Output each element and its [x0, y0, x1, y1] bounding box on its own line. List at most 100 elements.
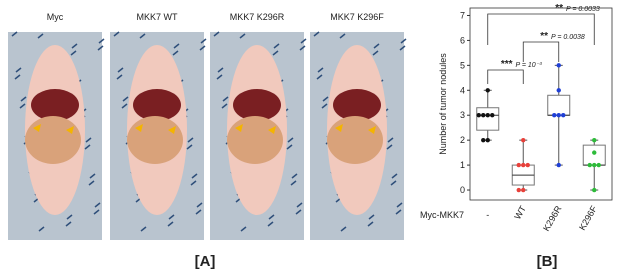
data-point [556, 63, 561, 68]
data-point [521, 162, 526, 168]
photo-pattern [290, 180, 297, 186]
y-tick-label: 5 [460, 60, 465, 70]
photo-pattern [222, 96, 229, 102]
y-tick-label: 7 [460, 10, 465, 20]
arrow [268, 126, 276, 134]
photo-pattern [113, 31, 120, 37]
photo-pattern [340, 226, 347, 232]
arrow [368, 126, 376, 134]
x-axis-label: Myc-MKK7 [420, 210, 464, 220]
x-tick-label: K296F [577, 204, 599, 232]
photo-pattern [395, 209, 402, 215]
photo-pattern [367, 221, 374, 227]
photo-pattern [196, 202, 203, 208]
data-point [521, 137, 526, 143]
photo-pattern [14, 74, 21, 80]
photo-pattern [38, 226, 45, 232]
panel-a-caption: [A] [195, 253, 216, 270]
photo-pattern [368, 214, 375, 220]
mouse-intestine [127, 116, 183, 164]
photo-pattern [89, 173, 96, 179]
photo-pattern [93, 209, 100, 215]
photo-pattern [339, 33, 346, 39]
photo-pattern [217, 67, 224, 73]
photo-pattern [140, 226, 147, 232]
photo-pattern [195, 209, 202, 215]
y-tick-label: 4 [460, 85, 465, 95]
photo-label: MKK7 K296F [330, 12, 384, 22]
data-point [485, 137, 490, 143]
photo-pattern [322, 96, 329, 102]
photo-pattern [94, 202, 101, 208]
photo-pattern [167, 221, 174, 227]
photo-pattern [19, 103, 26, 109]
photo-pattern [173, 43, 180, 49]
photo-pattern [239, 33, 246, 39]
photo-pattern [316, 74, 323, 80]
photo-pattern [121, 103, 128, 109]
photo-pattern [117, 67, 124, 73]
photo-pattern [313, 31, 320, 37]
arrow [33, 124, 41, 132]
photo-pattern [300, 38, 307, 44]
y-tick-label: 6 [460, 35, 465, 45]
data-point [481, 137, 486, 143]
data-point [525, 162, 530, 168]
p-value: P = 10⁻³ [516, 62, 543, 69]
photo-pattern [85, 137, 92, 143]
y-tick-label: 2 [460, 135, 465, 145]
photo-pattern [291, 173, 298, 179]
photo-pattern [272, 50, 279, 56]
data-point [481, 113, 486, 118]
photo-pattern [396, 202, 403, 208]
photo-pattern [65, 221, 72, 227]
photo-pattern [317, 67, 324, 73]
data-point [561, 113, 566, 118]
photo-pattern [37, 33, 44, 39]
photo-pattern [399, 45, 406, 51]
photo-pattern [15, 67, 22, 73]
photo-pattern [267, 221, 274, 227]
photo-pattern [186, 144, 193, 150]
photo-pattern [240, 226, 247, 232]
photo-pattern [273, 43, 280, 49]
mouse-liver [133, 89, 181, 121]
photo-pattern [98, 38, 105, 44]
photo-pattern [391, 173, 398, 179]
box [547, 94, 571, 116]
photo-pattern [11, 31, 18, 37]
data-point [596, 162, 601, 168]
mouse-liver [233, 89, 281, 121]
photo-pattern [97, 45, 104, 51]
box [582, 144, 606, 166]
photo-pattern [390, 180, 397, 186]
data-point [592, 187, 597, 193]
data-point [556, 113, 561, 118]
significance-stars: ** [540, 31, 548, 42]
bracket [522, 41, 560, 62]
photo-pattern [139, 33, 146, 39]
data-point [552, 113, 557, 118]
arrow [66, 126, 74, 134]
data-point [485, 113, 490, 118]
photo-pattern [70, 50, 77, 56]
plot-frame [469, 7, 613, 201]
photo-pattern [172, 50, 179, 56]
arrow [135, 124, 143, 132]
significance-stars: ** [555, 3, 563, 14]
x-tick-label: WT [512, 204, 528, 222]
photo-pattern [191, 173, 198, 179]
mouse-intestine [327, 116, 383, 164]
photo-pattern [387, 137, 394, 143]
photo-pattern [20, 96, 27, 102]
data-point [592, 150, 597, 155]
photo-pattern [88, 180, 95, 186]
photo-pattern [168, 214, 175, 220]
photo-pattern [71, 43, 78, 49]
photo-label: MKK7 WT [136, 12, 178, 22]
arrow [335, 124, 343, 132]
x-tick-label: K296R [541, 204, 564, 233]
data-point [476, 113, 481, 118]
photo-pattern [400, 38, 407, 44]
